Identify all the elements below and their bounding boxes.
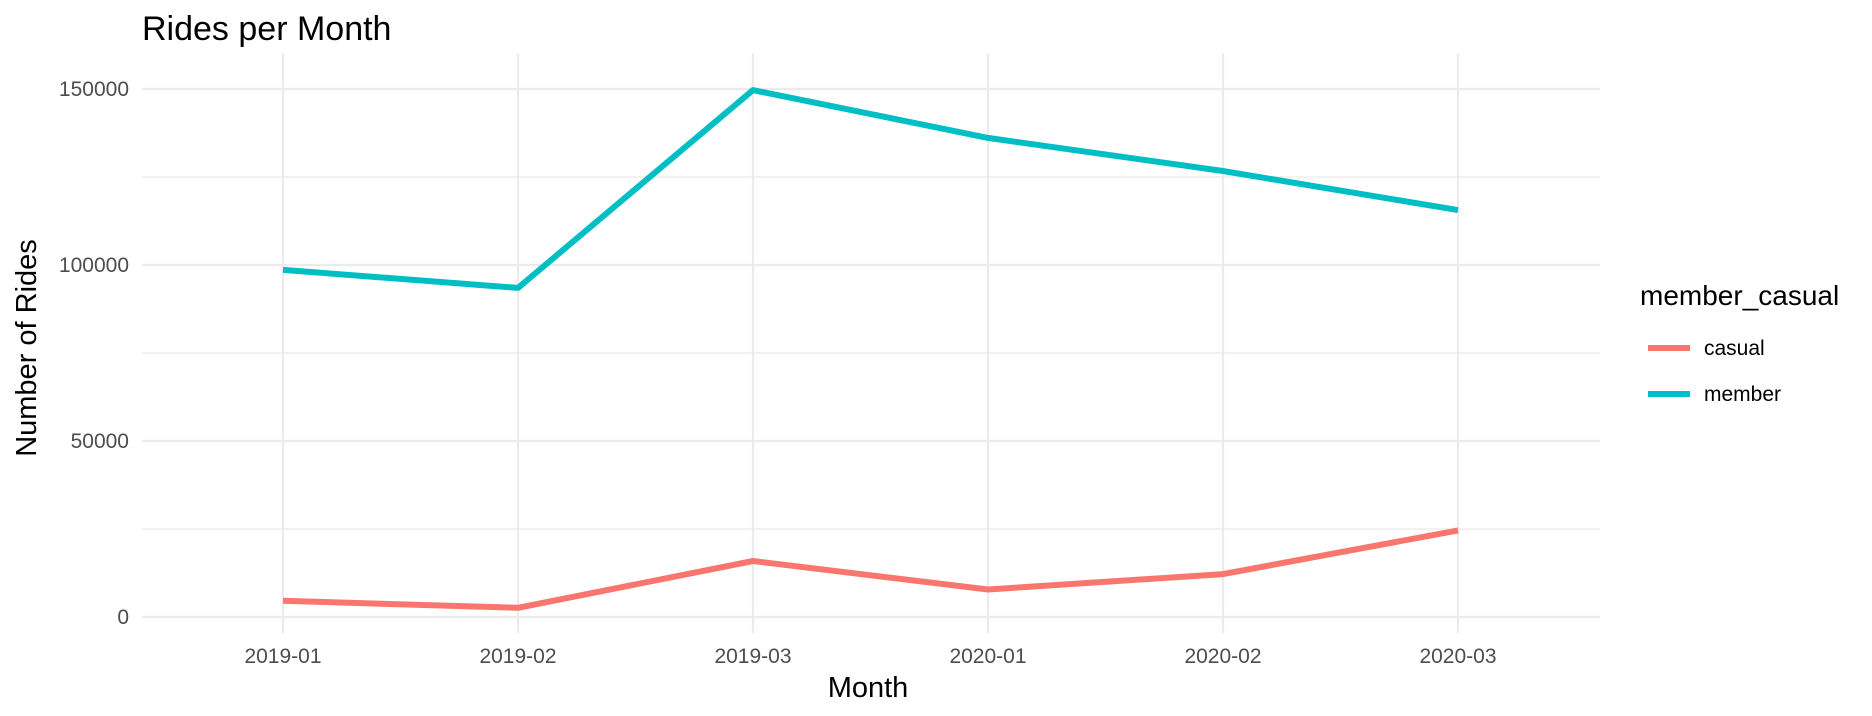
legend: member_casual casual member [1640,280,1839,406]
x-tick-label: 2019-01 [244,645,321,668]
x-tick-label: 2019-02 [479,645,556,668]
chart-title: Rides per Month [142,10,391,48]
grid-lines [142,53,1600,633]
x-tick-label: 2020-01 [949,645,1026,668]
series-line-casual [282,527,1459,611]
x-tick-label: 2020-03 [1419,645,1496,668]
legend-title: member_casual [1640,280,1839,311]
y-axis-ticks: 0 50000 100000 150000 [59,78,129,629]
x-tick-label: 2020-02 [1184,645,1261,668]
legend-label-casual: casual [1704,337,1765,360]
x-axis-title: Month [828,672,909,704]
series-lines [282,87,1459,611]
legend-items: casual member [1648,337,1781,406]
y-axis-title: Number of Rides [11,239,43,457]
y-tick-label: 150000 [59,78,129,101]
y-tick-label: 100000 [59,254,129,277]
x-tick-label: 2019-03 [714,645,791,668]
series-line-member [282,87,1459,291]
legend-label-member: member [1704,383,1781,406]
x-axis-ticks: 2019-01 2019-02 2019-03 2020-01 2020-02 2020-… [244,645,1496,668]
y-tick-label: 0 [117,606,129,629]
y-tick-label: 50000 [71,430,129,453]
